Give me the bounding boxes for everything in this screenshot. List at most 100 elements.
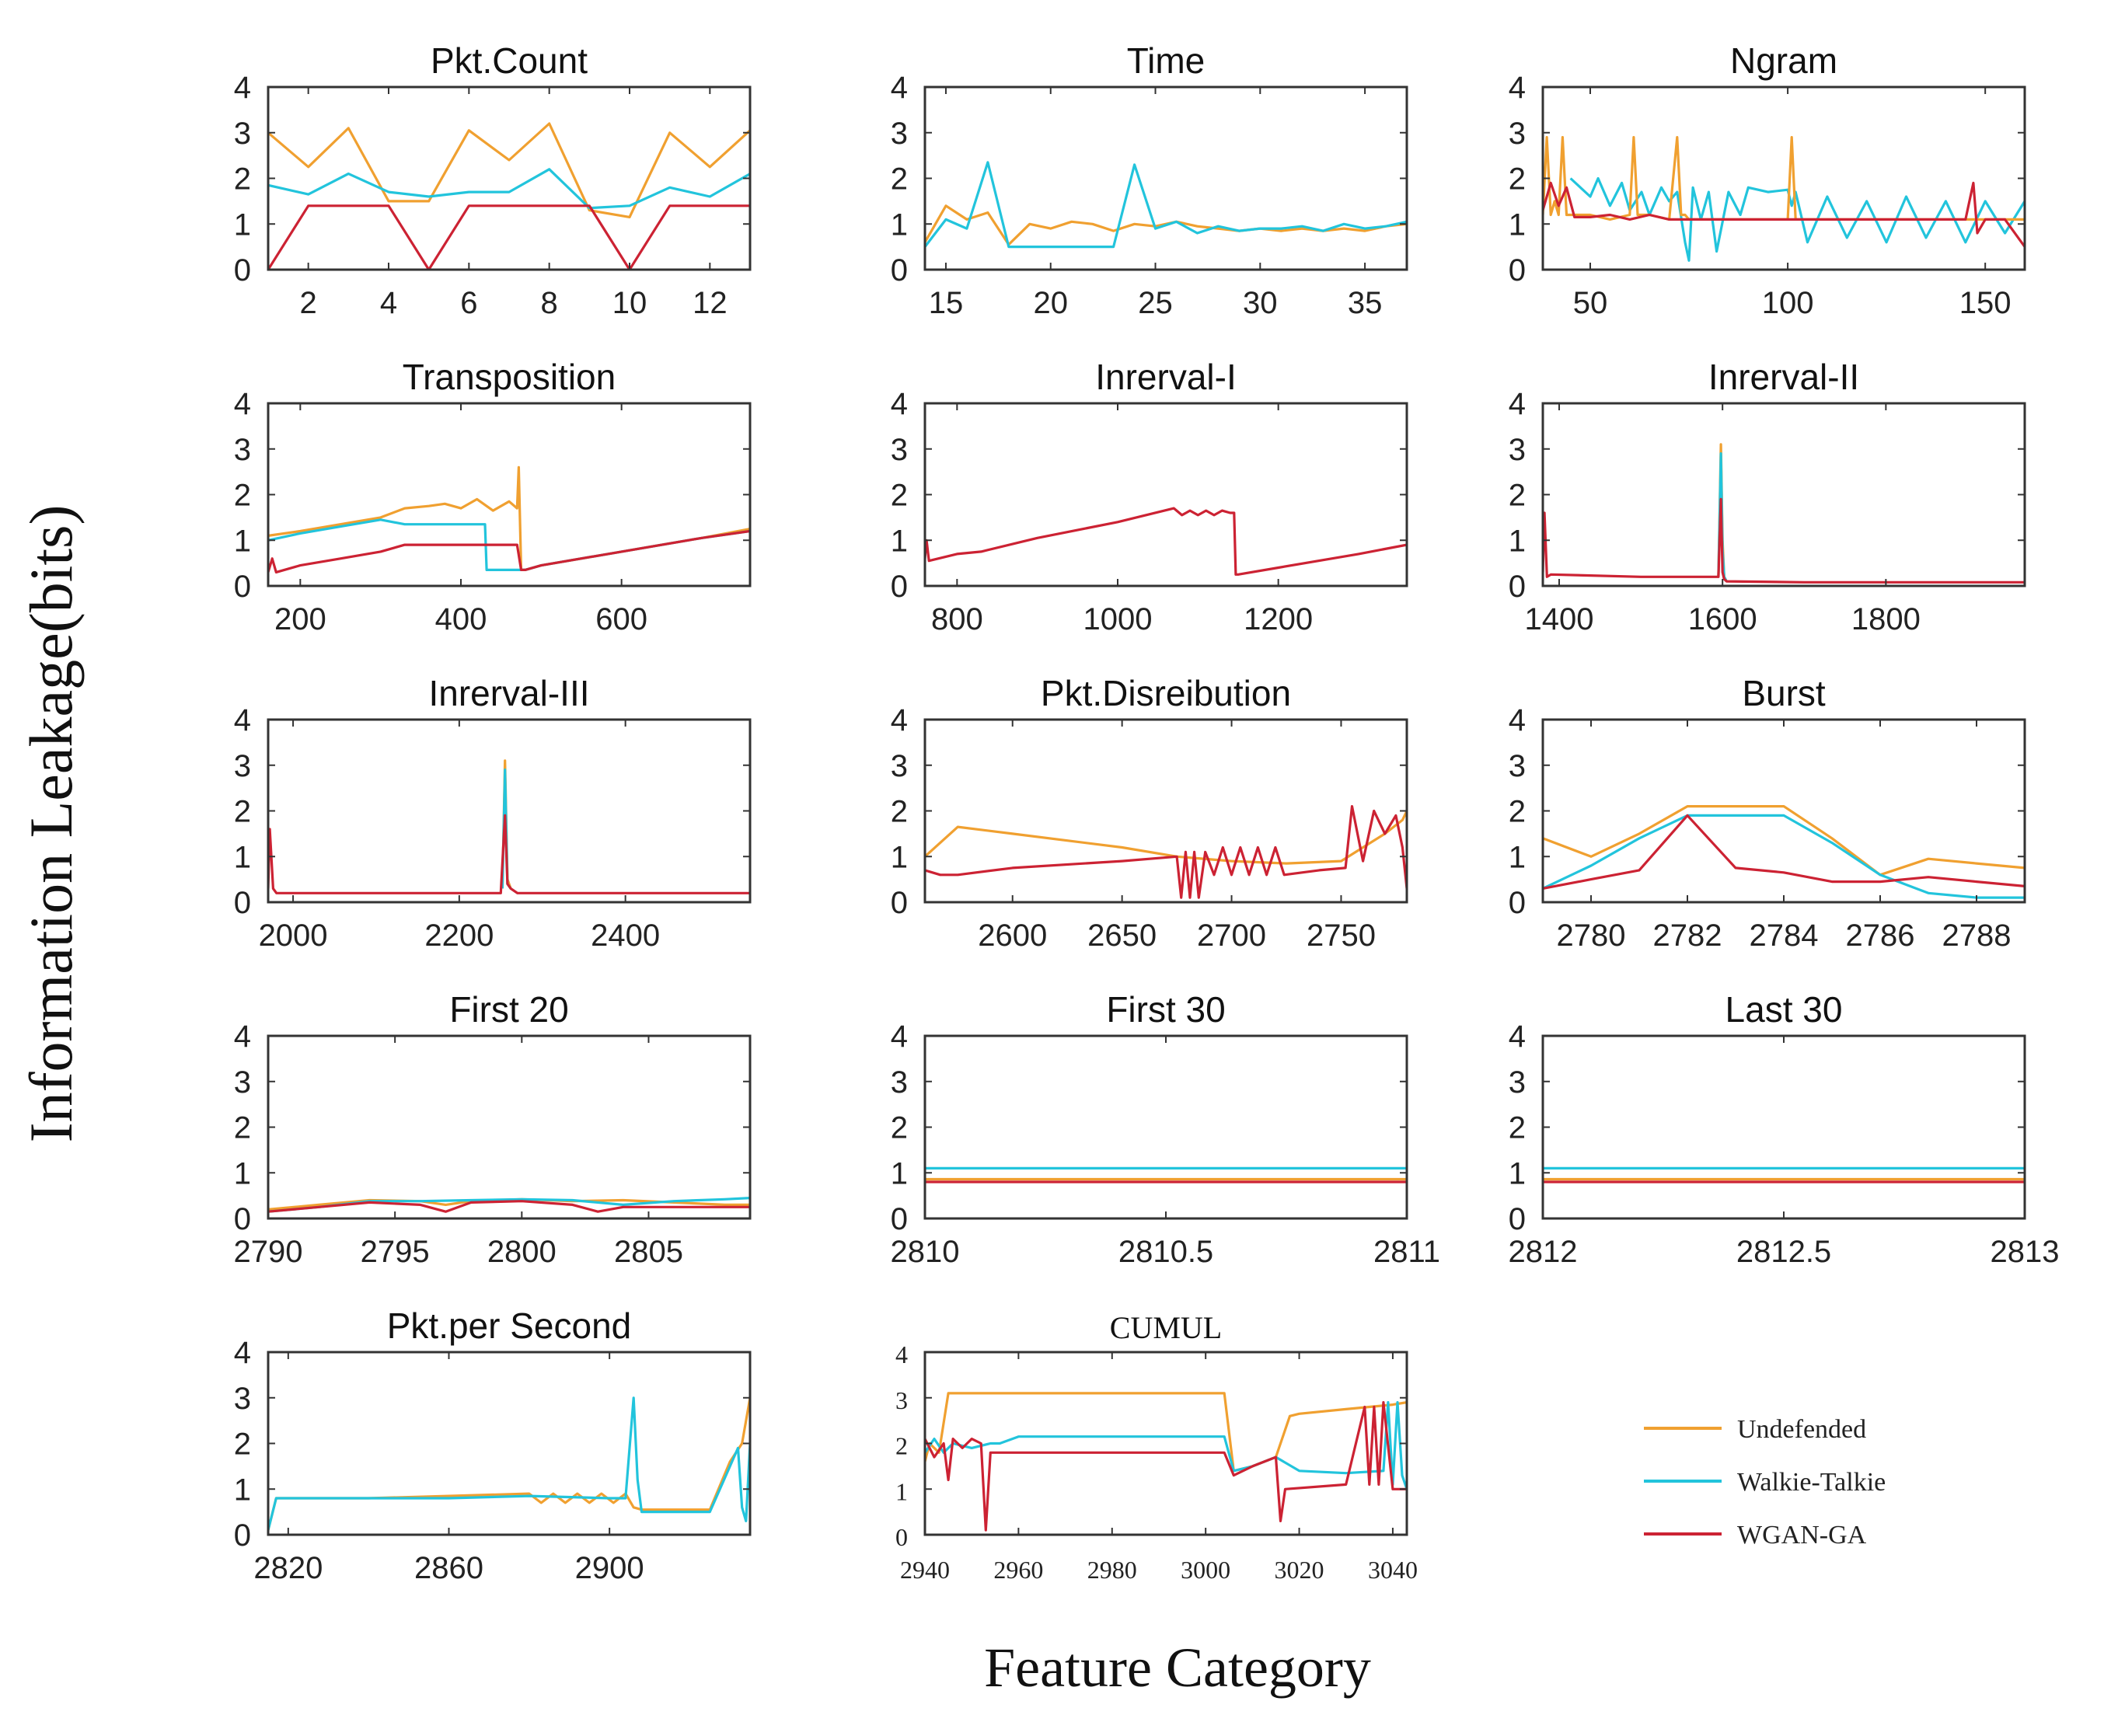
chart-ngram-frame — [1541, 85, 2026, 271]
chart-first-30-ytick-label: 1 — [891, 1156, 908, 1190]
chart-pkt-count-ytick-label: 3 — [234, 117, 251, 151]
chart-inrerval-iii-ytick-label: 4 — [234, 703, 251, 737]
chart-first-30-ytick-label: 0 — [891, 1202, 908, 1236]
chart-inrerval-ii-ytick-label: 4 — [1509, 387, 1526, 421]
chart-inrerval-ii-series-wgan-ga — [1543, 497, 2025, 584]
chart-pkt-per-second-ytick-label: 0 — [234, 1518, 251, 1553]
chart-pkt-disreibution: Pkt.Disreibution 0 1 2 3 4 2600 2650 2700 2750 — [891, 673, 1408, 953]
chart-pkt-disreibution-xtick-label: 2700 — [1197, 919, 1266, 953]
chart-burst-title: Burst — [1742, 673, 1826, 713]
chart-first-30-ytick-label: 4 — [891, 1020, 908, 1054]
chart-pkt-count-series-walkie-talkie — [268, 168, 750, 210]
chart-burst-xtick-label: 2784 — [1750, 919, 1819, 953]
chart-time-xtick-label: 25 — [1138, 286, 1173, 320]
chart-first-30: First 30 0 1 2 3 4 2810 2810.5 2811 — [891, 989, 1441, 1269]
chart-inrerval-i-ytick-label: 3 — [891, 433, 908, 467]
chart-cumul: CUMUL 0 1 2 3 4 2940 2960 2980 3000 3020 3040 — [895, 1310, 1418, 1584]
chart-ngram-ytick-label: 3 — [1509, 117, 1526, 151]
chart-pkt-disreibution-ytick-label: 2 — [891, 795, 908, 829]
chart-inrerval-i-title: Inrerval-I — [1095, 357, 1236, 397]
chart-first-20-series-wgan-ga — [268, 1200, 750, 1213]
chart-cumul-xtick-label: 2980 — [1087, 1556, 1137, 1584]
chart-cumul-series-wgan-ga — [925, 1400, 1407, 1532]
chart-pkt-count-xtick-label: 12 — [693, 286, 728, 320]
chart-pkt-count-ytick-label: 2 — [234, 162, 251, 197]
chart-time: Time 0 1 2 3 4 15 20 25 30 35 — [891, 40, 1408, 320]
chart-pkt-per-second-xtick-label: 2820 — [253, 1551, 323, 1585]
chart-last-30-ytick-label: 0 — [1509, 1202, 1526, 1236]
chart-burst: Burst 0 1 2 3 4 2780 2782 2784 2786 2788 — [1509, 673, 2026, 953]
chart-time-ytick-label: 3 — [891, 117, 908, 151]
chart-first-30-title: First 30 — [1106, 989, 1225, 1030]
chart-inrerval-i-series-wgan-ga — [925, 507, 1407, 576]
chart-burst-ytick-label: 2 — [1509, 795, 1526, 829]
chart-inrerval-i-xtick-label: 1000 — [1083, 602, 1153, 636]
chart-ngram-series-wgan-ga — [1543, 181, 2025, 248]
chart-last-30-ytick-label: 3 — [1509, 1065, 1526, 1100]
chart-pkt-count-series-undefended — [268, 122, 750, 218]
chart-pkt-per-second-xtick-label: 2860 — [414, 1551, 483, 1585]
chart-cumul-xtick-label: 3020 — [1275, 1556, 1324, 1584]
chart-burst-xtick-label: 2780 — [1557, 919, 1626, 953]
chart-cumul-xtick-label: 3000 — [1181, 1556, 1230, 1584]
chart-first-20-ytick-label: 1 — [234, 1156, 251, 1190]
chart-inrerval-ii-ytick-label: 1 — [1509, 524, 1526, 558]
chart-inrerval-ii-frame — [1541, 402, 2026, 587]
chart-burst-xtick-label: 2782 — [1653, 919, 1722, 953]
chart-pkt-disreibution-title: Pkt.Disreibution — [1041, 673, 1291, 713]
chart-pkt-count-xtick-label: 6 — [460, 286, 477, 320]
chart-inrerval-i-xtick-label: 1200 — [1244, 602, 1313, 636]
y-axis-label: Information Leakage(bits) — [17, 505, 85, 1143]
chart-pkt-count-series-wgan-ga — [268, 204, 750, 270]
chart-time-series-walkie-talkie — [925, 161, 1407, 249]
chart-transposition: Transposition 0 1 2 3 4 200 400 600 — [234, 357, 752, 636]
legend-label-wgan-ga: WGAN-GA — [1737, 1521, 1867, 1550]
chart-cumul-ytick-label: 0 — [895, 1523, 908, 1551]
chart-transposition-ytick-label: 1 — [234, 524, 251, 558]
chart-ngram-xtick-label: 50 — [1573, 286, 1608, 320]
chart-first-20-xtick-label: 2795 — [361, 1235, 430, 1269]
chart-last-30-frame — [1541, 1034, 2026, 1220]
chart-inrerval-iii-xtick-label: 2400 — [591, 919, 660, 953]
chart-pkt-count-xtick-label: 2 — [300, 286, 317, 320]
chart-transposition-title: Transposition — [403, 357, 616, 397]
chart-cumul-ytick-label: 2 — [895, 1432, 908, 1460]
chart-ngram-ytick-label: 4 — [1509, 71, 1526, 105]
chart-cumul-ytick-label: 3 — [895, 1386, 908, 1414]
chart-transposition-xtick-label: 600 — [595, 602, 647, 636]
chart-ngram-ytick-label: 1 — [1509, 207, 1526, 242]
chart-transposition-series-wgan-ga — [268, 529, 750, 574]
chart-inrerval-i-xtick-label: 800 — [931, 602, 983, 636]
chart-ngram-series-undefended — [1543, 136, 2025, 221]
chart-transposition-ytick-label: 2 — [234, 479, 251, 513]
chart-pkt-disreibution-xtick-label: 2750 — [1307, 919, 1376, 953]
chart-inrerval-i-ytick-label: 0 — [891, 570, 908, 604]
chart-transposition-ytick-label: 3 — [234, 433, 251, 467]
x-axis-label: Feature Category — [984, 1637, 1371, 1699]
chart-pkt-per-second-series-undefended — [268, 1397, 750, 1531]
chart-inrerval-ii-ytick-label: 3 — [1509, 433, 1526, 467]
chart-burst-series-undefended — [1543, 804, 2025, 877]
chart-cumul-title: CUMUL — [1110, 1310, 1222, 1345]
chart-pkt-disreibution-ytick-label: 0 — [891, 886, 908, 920]
chart-ngram-ytick-label: 0 — [1509, 253, 1526, 288]
chart-cumul-series-walkie-talkie — [925, 1400, 1407, 1490]
chart-first-30-ytick-label: 3 — [891, 1065, 908, 1100]
chart-inrerval-iii-xtick-label: 2200 — [424, 919, 494, 953]
legend: Undefended Walkie-Talkie WGAN-GA — [1644, 1415, 1886, 1550]
chart-last-30-xtick-label: 2812 — [1509, 1235, 1578, 1269]
chart-first-20-ytick-label: 0 — [234, 1202, 251, 1236]
chart-inrerval-iii-series-wgan-ga — [268, 814, 750, 894]
chart-first-30-xtick-label: 2810 — [891, 1235, 960, 1269]
legend-label-undefended: Undefended — [1737, 1415, 1866, 1444]
chart-first-20-frame — [267, 1034, 752, 1220]
chart-ngram-xtick-label: 150 — [1959, 286, 2012, 320]
chart-first-20-title: First 20 — [449, 989, 568, 1030]
chart-last-30-xtick-label: 2813 — [1991, 1235, 2060, 1269]
chart-pkt-per-second-xtick-label: 2900 — [575, 1551, 644, 1585]
chart-first-30-ytick-label: 2 — [891, 1111, 908, 1145]
chart-time-ytick-label: 1 — [891, 207, 908, 242]
chart-pkt-count-xtick-label: 4 — [380, 286, 397, 320]
